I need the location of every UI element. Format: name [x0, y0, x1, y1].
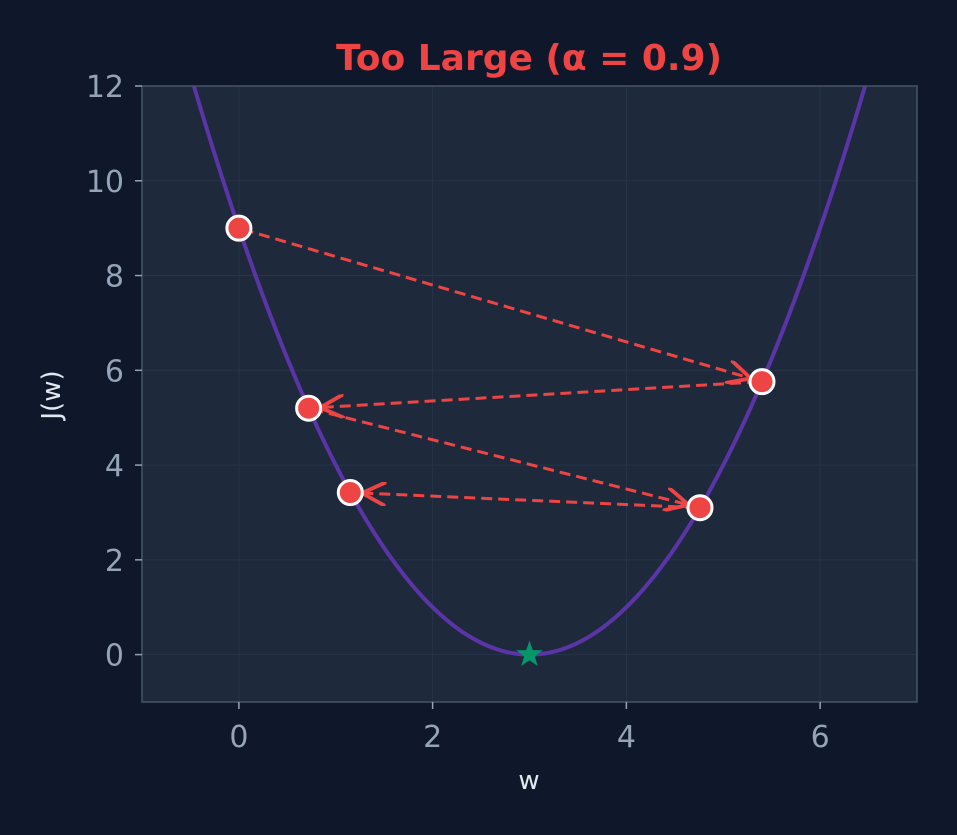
- y-tick-label: 12: [86, 70, 124, 105]
- chart-title: Too Large (α = 0.9): [336, 38, 722, 79]
- y-tick-label: 2: [105, 544, 124, 579]
- y-tick-label: 0: [105, 639, 124, 674]
- step-point: [336, 479, 364, 507]
- minimum-star: [516, 640, 543, 666]
- x-ticks: 0 2 4 6: [229, 702, 830, 755]
- step-points: [225, 214, 776, 522]
- x-tick-label: 4: [617, 720, 636, 755]
- step-arrows: [242, 227, 759, 510]
- y-tick-label: 8: [105, 260, 124, 295]
- y-tick-label: 10: [86, 165, 124, 200]
- y-tick-label: 6: [105, 354, 124, 389]
- step-point: [295, 394, 323, 422]
- y-tick-label: 4: [105, 449, 124, 484]
- x-tick-label: 6: [811, 720, 830, 755]
- step-arrow: [312, 407, 687, 504]
- x-tick-label: 0: [229, 720, 248, 755]
- step-arrow: [242, 227, 749, 377]
- step-point: [686, 494, 714, 522]
- step-arrow: [323, 380, 759, 407]
- step-point: [225, 214, 253, 242]
- y-axis-label: J(w): [37, 370, 67, 421]
- y-ticks: 0 2 4 6 8 10 12: [86, 70, 142, 674]
- step-point: [748, 368, 776, 396]
- x-axis-label: w: [518, 766, 539, 796]
- minimum-marker: [516, 640, 543, 666]
- x-tick-label: 2: [423, 720, 442, 755]
- plot-frame: [141, 85, 918, 703]
- step-arrow: [364, 493, 697, 510]
